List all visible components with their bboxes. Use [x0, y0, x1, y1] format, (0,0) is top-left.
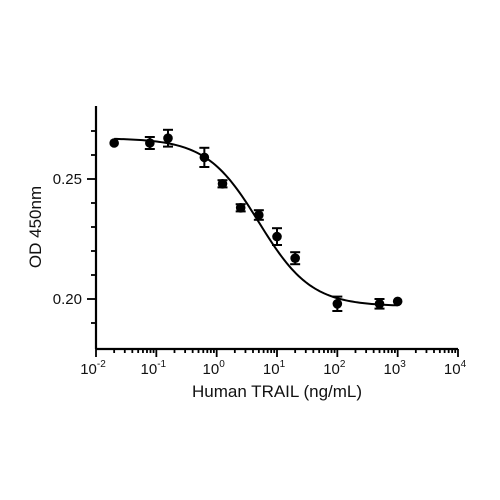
data-point [272, 231, 282, 242]
data-point [145, 138, 155, 148]
data-point [163, 133, 173, 143]
data-point [254, 210, 264, 220]
data-point [290, 253, 300, 263]
x-tick-label: 101 [263, 359, 286, 378]
x-tick-label: 104 [444, 359, 467, 378]
data-point [392, 296, 403, 307]
data-point [109, 138, 119, 148]
y-tick-label: 0.25 [53, 171, 82, 188]
data-point [332, 299, 343, 309]
fit-curve-layer [114, 137, 398, 307]
x-ticks: 10-2 10-1 100 101 102 103 104 [80, 349, 467, 378]
x-tick-label: 103 [384, 359, 407, 378]
fit-curve [114, 137, 398, 307]
data-point [374, 299, 385, 309]
x-tick-label: 100 [203, 359, 226, 378]
y-tick-label: 0.20 [53, 291, 82, 308]
y-ticks: 0.20 0.25 [53, 130, 96, 324]
x-tick-label: 102 [323, 359, 346, 378]
data-point [217, 179, 228, 189]
data-points-layer [109, 128, 403, 312]
y-axis-title: OD 450nm [26, 186, 45, 268]
x-tick-label: 10-2 [80, 359, 106, 378]
data-point [199, 152, 210, 163]
data-point [235, 203, 246, 213]
x-axis-title: Human TRAIL (ng/mL) [192, 382, 362, 401]
x-tick-label: 10-1 [141, 359, 167, 378]
